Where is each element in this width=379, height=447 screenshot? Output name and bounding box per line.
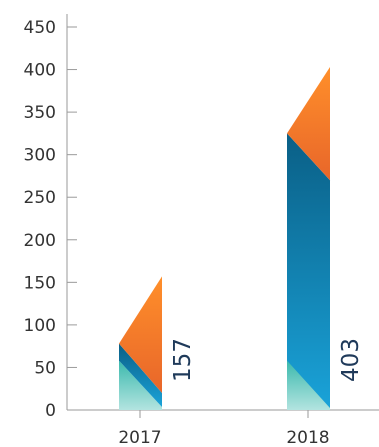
bar-2017 <box>119 276 162 410</box>
bar-segment-blue <box>287 133 330 410</box>
y-tick-label: 50 <box>34 358 56 378</box>
x-tick-label: 2018 <box>286 428 329 447</box>
y-tick-label: 250 <box>24 188 56 208</box>
value-label-2017: 157 <box>170 338 196 382</box>
bar-segment-orange <box>287 67 330 181</box>
y-tick-label: 100 <box>24 316 56 336</box>
y-tick-label: 200 <box>24 231 56 251</box>
bar-segment-orange <box>119 276 162 393</box>
bar-2018 <box>287 67 330 410</box>
x-axis: 2017 2018 <box>67 409 379 447</box>
bar-segment-teal <box>119 360 162 410</box>
y-tick-label: 300 <box>24 146 56 166</box>
bar-segment-teal <box>287 360 330 410</box>
y-tick-label: 150 <box>24 273 56 293</box>
bars <box>119 67 330 410</box>
bar-segment-blue <box>119 343 162 407</box>
y-tick-label: 400 <box>24 61 56 81</box>
y-tick-label: 450 <box>24 18 56 38</box>
value-label-2018: 403 <box>338 338 364 382</box>
y-tick-label: 350 <box>24 103 56 123</box>
data-labels: 157 403 <box>170 338 364 382</box>
x-tick-label: 2017 <box>118 428 161 447</box>
y-tick-label: 0 <box>45 401 56 421</box>
y-axis: 0 50 100 150 200 250 300 350 400 450 <box>24 14 77 421</box>
